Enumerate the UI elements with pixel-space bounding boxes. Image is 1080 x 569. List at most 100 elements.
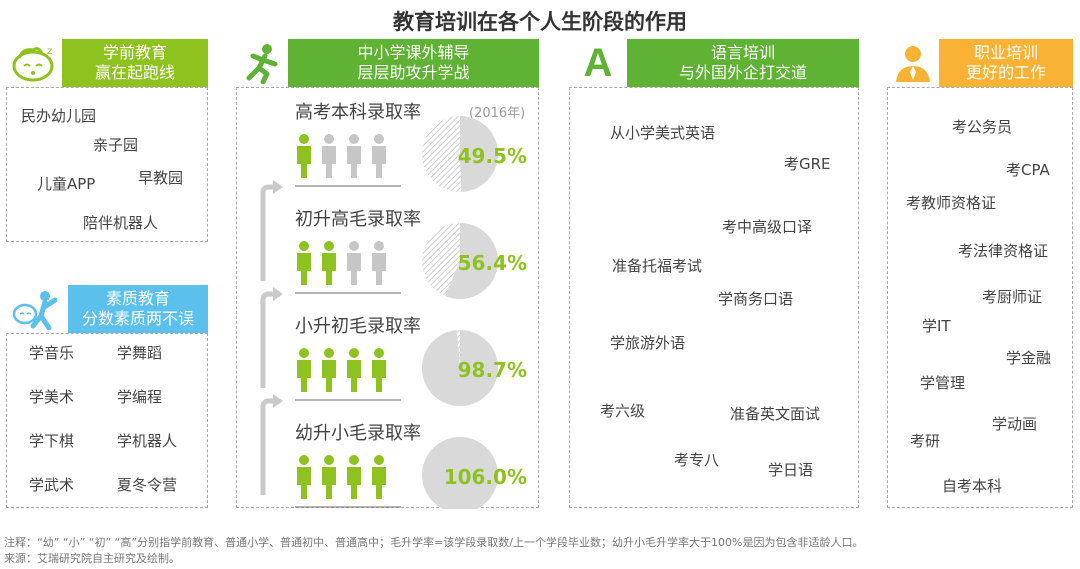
person-icon <box>349 455 359 465</box>
list-item: 学音乐 <box>29 344 75 362</box>
list-item: 考教师资格证 <box>906 194 997 212</box>
preschool-subtitle: 赢在起跑线 <box>94 63 175 82</box>
career-subtitle: 更好的工作 <box>965 63 1046 82</box>
person-icon <box>299 241 309 251</box>
person-icon <box>374 134 384 144</box>
list-item: 学日语 <box>768 461 814 479</box>
rate-label: 小升初毛录取率 <box>295 316 421 337</box>
rate-label: 高考本科录取率 <box>295 102 421 123</box>
letter-a-icon: A <box>569 39 627 87</box>
running-person-icon <box>236 39 288 87</box>
person-icon <box>324 455 334 465</box>
list-item: 考厨师证 <box>982 288 1043 306</box>
person-icon <box>299 455 309 465</box>
career-title: 职业培训 <box>973 43 1038 62</box>
person-icon <box>322 146 336 178</box>
person-icon <box>322 467 336 499</box>
list-item: 学编程 <box>117 388 163 406</box>
quality-header: 素质教育 分数素质两不误 <box>6 285 208 333</box>
list-item: 学动画 <box>992 415 1038 433</box>
list-item: 学机器人 <box>117 432 178 450</box>
person-icon <box>322 253 336 285</box>
list-item: 儿童APP <box>37 175 96 193</box>
rate-value: 106.0% <box>443 465 527 489</box>
pie-slice <box>422 330 498 406</box>
list-item: 学金融 <box>1006 349 1052 367</box>
list-item: 准备英文面试 <box>730 405 821 423</box>
language-title: 语言培训 <box>710 43 775 62</box>
list-item: 考中高级口译 <box>722 218 813 236</box>
list-item: 学管理 <box>920 374 966 392</box>
person-icon <box>297 146 311 178</box>
person-icon <box>347 467 361 499</box>
connector-arrow <box>260 184 275 281</box>
k12-subtitle: 层层助攻升学战 <box>357 63 470 82</box>
list-item: 考研 <box>910 432 941 450</box>
pie-slice <box>445 223 498 299</box>
person-icon <box>349 241 359 251</box>
language-header: A 语言培训 与外国外企打交道 <box>569 39 859 87</box>
list-item: 学商务口语 <box>718 290 794 308</box>
person-icon <box>347 146 361 178</box>
list-item: 学IT <box>922 317 951 335</box>
language-subtitle: 与外国外企打交道 <box>678 63 807 82</box>
pie-slice <box>460 116 498 192</box>
person-icon <box>349 134 359 144</box>
rate-value: 49.5% <box>457 144 527 168</box>
year-note: (2016年) <box>469 106 526 121</box>
preschool-panel: 民办幼儿园 亲子园 儿童APP 早教园 陪伴机器人 <box>6 87 208 242</box>
list-item: 自考本科 <box>942 477 1003 495</box>
person-icon <box>372 360 386 392</box>
page-title: 教育培训在各个人生阶段的作用 <box>393 10 687 34</box>
list-item: 学旅游外语 <box>610 334 686 352</box>
list-item: 亲子园 <box>93 136 139 154</box>
person-icon <box>299 134 309 144</box>
list-item: 准备托福考试 <box>612 257 703 275</box>
list-item: 考CPA <box>1006 161 1050 179</box>
svg-text:z: z <box>47 46 52 57</box>
rate-value: 56.4% <box>457 251 527 275</box>
connector-arrowhead <box>273 180 283 194</box>
pie-slice <box>422 437 498 509</box>
preschool-title: 学前教育 <box>102 43 167 62</box>
rate-label: 幼升小毛录取率 <box>295 423 421 444</box>
person-icon <box>297 360 311 392</box>
person-icon <box>372 146 386 178</box>
list-item: 学美术 <box>29 388 75 406</box>
list-item: 学舞蹈 <box>117 344 163 362</box>
admission-rate-chart <box>260 116 498 509</box>
connector-arrowhead <box>273 287 283 301</box>
career-header: 职业培训 更好的工作 <box>887 39 1073 87</box>
career-panel: 考公务员 考CPA 考教师资格证 考法律资格证 考厨师证 学IT 学金融 学管理… <box>887 87 1073 508</box>
quality-title: 素质教育 <box>105 289 170 308</box>
quality-subtitle: 分数素质两不误 <box>81 309 194 328</box>
list-item: 学武术 <box>29 476 75 494</box>
connector-arrow <box>260 398 275 495</box>
person-icon <box>347 253 361 285</box>
person-icon <box>374 241 384 251</box>
list-item: 考专八 <box>674 451 720 469</box>
person-icon <box>324 134 334 144</box>
list-item: 学下棋 <box>29 432 75 450</box>
person-icon <box>297 467 311 499</box>
person-icon <box>374 455 384 465</box>
person-icon <box>324 241 334 251</box>
k12-header: 中小学课外辅导 层层助攻升学战 <box>236 39 539 87</box>
rate-label: 初升高毛录取率 <box>295 209 421 230</box>
k12-panel: (2016年) 高考本科录取率 49.5% 初升高毛录取率 56.4% 小升初毛录取率 9… <box>236 87 539 509</box>
footnote-source: 来源：艾瑞研究院自主研究及绘制。 <box>4 552 180 565</box>
list-item: 夏冬令营 <box>117 476 178 494</box>
list-item: 从小学美式英语 <box>610 124 716 142</box>
person-icon <box>324 348 334 358</box>
footnote-note: 注释：“幼” “小” “初” “高”分别指学前教育、普通小学、普通初中、普通高中… <box>4 536 864 549</box>
person-icon <box>322 360 336 392</box>
list-item: 陪伴机器人 <box>83 214 159 232</box>
list-item: 民办幼儿园 <box>21 107 97 125</box>
person-icon <box>349 348 359 358</box>
person-icon <box>372 253 386 285</box>
person-icon <box>374 348 384 358</box>
person-icon <box>372 467 386 499</box>
list-item: 考公务员 <box>952 118 1013 136</box>
k12-title: 中小学课外辅导 <box>357 43 470 62</box>
kid-reaching-icon <box>6 285 68 333</box>
